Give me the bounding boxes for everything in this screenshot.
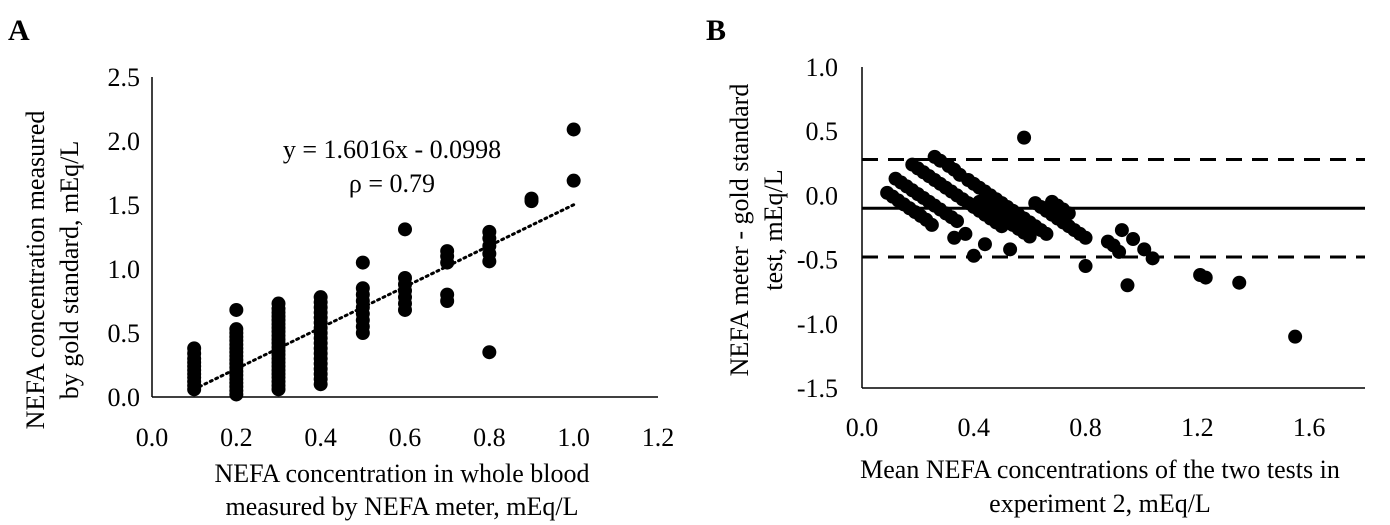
- data-point: [1232, 275, 1247, 290]
- x-axis-label-b-line1: Mean NEFA concentrations of the two test…: [860, 455, 1340, 484]
- panel-label-b: B: [706, 14, 726, 47]
- data-point: [1137, 242, 1152, 257]
- data-point: [1078, 230, 1093, 245]
- x-tick-label: 1.2: [1181, 413, 1214, 442]
- x-tick-label: 1.6: [1293, 413, 1326, 442]
- data-point: [1198, 270, 1213, 285]
- y-axis-label-a-line1: NEFA concentration measured: [21, 111, 50, 430]
- y-tick-label: 0.0: [108, 383, 141, 412]
- data-point: [1145, 251, 1160, 266]
- x-tick-label: 0.0: [136, 423, 169, 452]
- x-axis-label-b-line2: experiment 2, mEq/L: [989, 489, 1211, 518]
- trendline: [192, 203, 576, 391]
- data-point: [1288, 329, 1303, 344]
- data-point: [398, 270, 412, 285]
- data-point: [566, 173, 581, 188]
- x-tick-label: 0.4: [958, 413, 991, 442]
- y-tick-label: 2.5: [108, 63, 141, 92]
- x-axis-label-a-line2: measured by NEFA meter, mEq/L: [225, 492, 578, 521]
- y-tick-label: 0.5: [806, 117, 839, 146]
- x-tick-label: 1.0: [557, 423, 590, 452]
- data-point: [924, 217, 939, 232]
- points-a: [187, 122, 581, 402]
- panel-b: B 0.0 0.4 0.8 1.2 1.6 -1.5-1.0-0.50.00.51.0 …: [706, 14, 1365, 518]
- x-tick-label: 0.6: [389, 423, 422, 452]
- data-point: [966, 248, 981, 263]
- data-point: [440, 244, 455, 259]
- x-tick-labels-a: 0.0 0.2 0.4 0.6 0.8 1.0 1.2: [136, 423, 675, 452]
- data-point: [229, 322, 244, 337]
- correlation-coefficient: ρ = 0.79: [349, 169, 435, 198]
- y-tick-label: 0.0: [806, 181, 839, 210]
- axes-b: [861, 67, 1365, 389]
- data-point: [958, 226, 973, 241]
- y-tick-label: 0.5: [108, 319, 141, 348]
- data-point: [947, 230, 962, 245]
- x-axis-label-a-line1: NEFA concentration in whole blood: [214, 459, 589, 488]
- data-point: [977, 237, 992, 252]
- data-point: [187, 341, 202, 356]
- regression-equation: y = 1.6016x - 0.0998: [283, 135, 501, 164]
- data-point: [482, 224, 497, 239]
- y-tick-label: -1.0: [797, 310, 838, 339]
- data-point: [1061, 206, 1076, 221]
- data-point: [355, 281, 370, 296]
- data-point: [271, 296, 286, 311]
- x-tick-labels-b: 0.0 0.4 0.8 1.2 1.6: [846, 413, 1326, 442]
- data-point: [1078, 259, 1093, 274]
- panel-label-a: A: [8, 14, 30, 47]
- y-tick-labels-b: -1.5 -1.0 -0.5 0.0 0.5 1.0: [797, 53, 838, 403]
- y-tick-label: 1.0: [108, 255, 141, 284]
- x-tick-label: 0.4: [304, 423, 337, 452]
- y-axis-label-b-line2: test, mEq/L: [759, 169, 788, 290]
- data-point: [566, 122, 581, 137]
- x-tick-label: 0.0: [846, 413, 879, 442]
- data-point: [1017, 130, 1032, 145]
- data-point: [1003, 242, 1018, 257]
- data-point: [1039, 226, 1054, 241]
- data-point: [1112, 244, 1127, 259]
- data-point: [1114, 223, 1129, 238]
- y-tick-label: -1.5: [797, 374, 838, 403]
- y-tick-label: 1.0: [806, 53, 839, 82]
- data-point: [482, 345, 497, 360]
- y-tick-label: 1.5: [108, 191, 141, 220]
- data-point: [313, 290, 328, 305]
- data-point: [524, 191, 539, 206]
- y-tick-label: -0.5: [797, 246, 838, 275]
- data-point: [229, 302, 244, 317]
- trendline-a: [192, 203, 576, 391]
- y-tick-labels-a: 0.0 0.5 1.0 1.5 2.0 2.5: [108, 63, 141, 412]
- data-point: [1126, 232, 1141, 247]
- x-tick-label: 1.2: [642, 423, 675, 452]
- x-tick-label: 0.8: [1069, 413, 1102, 442]
- y-axis-label-a-line2: by gold standard, mEq/L: [55, 141, 84, 400]
- data-point: [398, 222, 412, 237]
- data-point: [355, 255, 370, 270]
- y-axis-label-b-line1: NEFA meter - gold standard: [725, 84, 754, 377]
- x-tick-label: 0.2: [220, 423, 253, 452]
- data-point: [440, 287, 455, 302]
- x-tick-label: 0.8: [473, 423, 506, 452]
- data-point: [1022, 229, 1037, 244]
- panel-a: A 0.0 0.2 0.4 0.6 0.8 1.0 1.2 0.0 0.5 1.0 1.5 2.0 2…: [8, 14, 674, 521]
- points-b: [880, 130, 1303, 344]
- data-point: [1120, 278, 1135, 293]
- data-point: [950, 214, 965, 229]
- y-tick-label: 2.0: [108, 127, 141, 156]
- axes-a: [151, 77, 658, 398]
